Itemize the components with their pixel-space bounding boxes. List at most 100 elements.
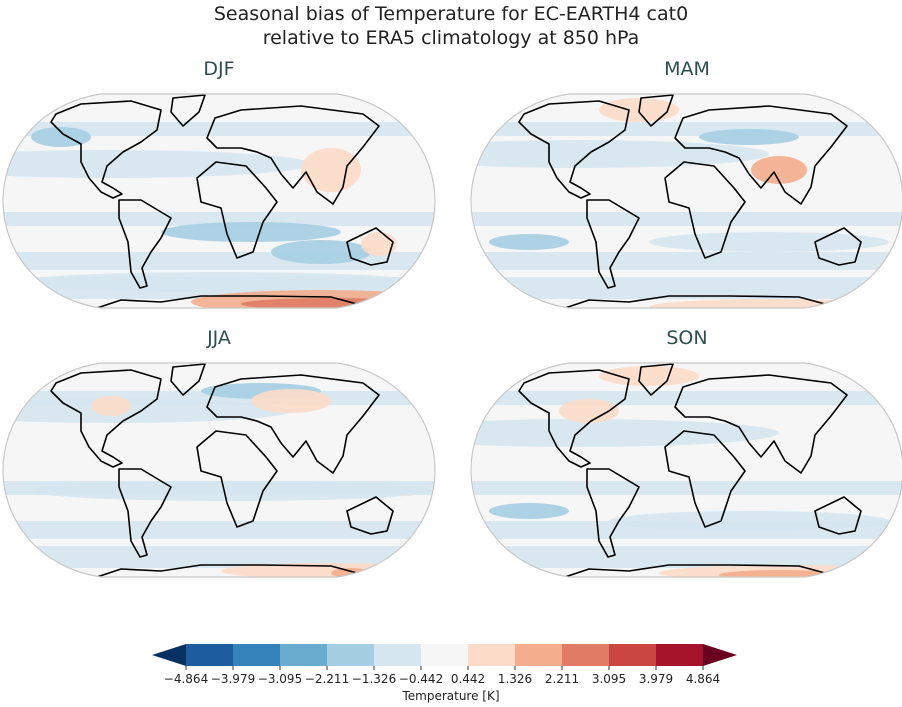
bias-band — [471, 546, 902, 568]
map-jja — [2, 362, 436, 578]
bias-band — [471, 212, 902, 226]
bias-region — [559, 399, 619, 423]
colorbar-tick-label: −3.979 — [210, 672, 256, 686]
bias-region — [489, 234, 569, 250]
coastline — [638, 94, 674, 127]
bias-band — [3, 122, 435, 136]
colorbar-tick-label: 3.979 — [638, 672, 674, 686]
bias-band — [471, 277, 902, 299]
bias-region — [251, 389, 331, 413]
colorbar-tick-label: −0.442 — [398, 672, 444, 686]
figure-title-line2: relative to ERA5 climatology at 850 hPa — [262, 27, 640, 49]
coastline — [118, 468, 172, 558]
colorbar-segment — [280, 644, 328, 666]
bias-region — [719, 570, 839, 577]
map-boundary — [470, 93, 902, 309]
colorbar-segment — [186, 644, 234, 666]
coastline — [586, 199, 640, 289]
map-mam — [470, 93, 902, 309]
colorbar-tick-label: −1.326 — [351, 672, 397, 686]
bias-region — [609, 511, 889, 531]
bias-band — [3, 546, 435, 568]
bias-field — [471, 94, 902, 308]
coastline — [206, 105, 380, 205]
bias-region — [271, 240, 371, 264]
panel-title-mam: MAM — [664, 58, 710, 80]
colorbar-segment — [468, 644, 516, 666]
coastline — [346, 227, 394, 266]
bias-region — [699, 129, 799, 145]
bias-band — [471, 391, 902, 405]
bias-region — [31, 127, 91, 147]
coastline — [170, 94, 206, 127]
colorbar-over-triangle — [703, 644, 737, 666]
bias-region — [649, 232, 889, 252]
colorbar-tick-label: −3.095 — [257, 672, 303, 686]
coastline — [814, 496, 862, 535]
bias-region — [489, 503, 569, 519]
bias-region — [599, 366, 699, 386]
colorbar — [152, 644, 737, 670]
panel-title-jja: JJA — [207, 327, 231, 349]
coastline — [50, 369, 162, 468]
map-boundary — [470, 362, 902, 578]
coastline — [170, 363, 206, 396]
coastline — [586, 468, 640, 558]
map-djf — [2, 93, 436, 309]
coastline — [96, 564, 358, 577]
bias-field — [3, 363, 435, 577]
bias-band — [471, 481, 902, 495]
colorbar-segment — [515, 644, 563, 666]
colorbar-segment — [233, 644, 281, 666]
colorbar-segment — [656, 644, 704, 666]
colorbar-tick-label: 4.864 — [685, 672, 721, 686]
colorbar-tick-label: −4.864 — [163, 672, 209, 686]
coastline — [674, 374, 848, 474]
colorbar-label: Temperature [K] — [402, 689, 500, 703]
coastline — [664, 430, 746, 528]
coastline — [196, 161, 278, 259]
bias-region — [31, 481, 431, 501]
coastline — [638, 363, 674, 396]
coastline — [118, 199, 172, 289]
colorbar-tick-label: 3.095 — [591, 672, 627, 686]
bias-region — [161, 222, 341, 242]
bias-region — [19, 272, 419, 292]
map-boundary — [2, 93, 436, 309]
bias-band — [471, 122, 902, 136]
bias-band — [3, 212, 435, 226]
bias-field — [3, 94, 435, 308]
bias-band — [471, 252, 902, 270]
coastline — [206, 374, 380, 474]
coastline — [674, 105, 848, 205]
figure-title-line1: Seasonal bias of Temperature for EC-EART… — [213, 3, 689, 25]
coastline — [664, 161, 746, 259]
bias-region — [751, 156, 807, 184]
coastline — [564, 295, 826, 308]
colorbar-under-triangle — [152, 644, 186, 666]
colorbar-segment — [374, 644, 422, 666]
colorbar-tick-label: 0.442 — [450, 672, 486, 686]
coastline — [96, 295, 358, 308]
colorbar-tick-label: 1.326 — [497, 672, 533, 686]
bias-region — [301, 148, 361, 192]
colorbar-tick-label: −2.211 — [304, 672, 350, 686]
coastline — [518, 369, 630, 468]
map-boundary — [2, 362, 436, 578]
bias-band — [3, 521, 435, 539]
coastline — [814, 227, 862, 266]
colorbar-segment — [562, 644, 610, 666]
colorbar-segment — [421, 644, 469, 666]
coastline — [518, 100, 630, 199]
map-son — [470, 362, 902, 578]
bias-region — [91, 396, 131, 416]
bias-field — [471, 363, 902, 577]
coastline — [50, 100, 162, 199]
colorbar-segment — [609, 644, 657, 666]
colorbar-segment — [327, 644, 375, 666]
panel-title-djf: DJF — [203, 58, 235, 80]
coastline — [196, 430, 278, 528]
colorbar-tick-label: 2.211 — [544, 672, 580, 686]
coastline — [346, 496, 394, 535]
panel-title-son: SON — [666, 327, 708, 349]
